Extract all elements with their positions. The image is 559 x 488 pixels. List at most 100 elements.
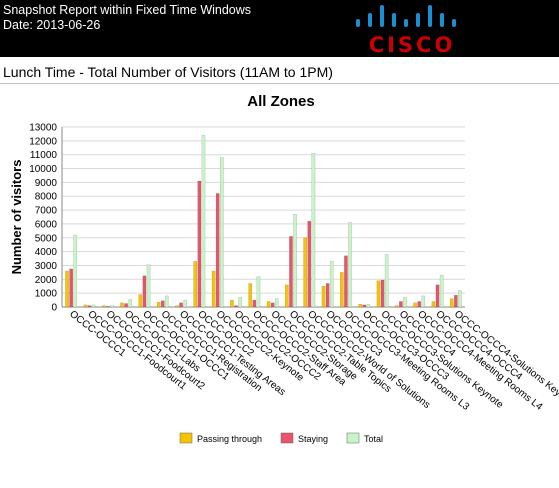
bar-total <box>458 290 462 308</box>
bar-staying <box>215 193 220 308</box>
bar-passing-through <box>120 302 124 308</box>
bar-passing-through <box>413 302 417 308</box>
y-tick-label: 1000 <box>35 289 58 300</box>
y-tick-label: 4000 <box>35 247 58 258</box>
y-tick-label: 10000 <box>29 164 57 175</box>
bar-total <box>421 295 426 308</box>
bar-passing-through <box>321 286 326 308</box>
y-tick-label: 12000 <box>29 136 57 147</box>
bar-staying <box>142 275 147 308</box>
page-subtitle: Lunch Time - Total Number of Visitors (1… <box>3 64 333 80</box>
bar-passing-through <box>394 305 399 308</box>
y-tick-label: 5000 <box>35 233 58 244</box>
bar-total <box>91 304 96 308</box>
logo-bar <box>392 13 396 27</box>
bar-staying <box>362 304 367 308</box>
bar-passing-through <box>431 301 436 308</box>
bar-total <box>366 304 371 308</box>
bar-passing-through <box>285 284 289 308</box>
y-tick-label: 7000 <box>35 206 58 217</box>
bar-staying <box>454 295 458 308</box>
report-date: Date: 2013-06-26 <box>3 18 101 32</box>
y-tick-label: 13000 <box>29 123 57 134</box>
divider <box>0 83 559 84</box>
logo-bar <box>452 19 456 27</box>
logo-bar <box>416 13 420 27</box>
logo-bar <box>404 19 408 27</box>
bar-staying <box>179 302 183 308</box>
bar-total <box>128 299 133 308</box>
report-header: Snapshot Report within Fixed Time Window… <box>0 0 559 57</box>
report-title: Snapshot Report within Fixed Time Window… <box>3 3 252 17</box>
y-axis-label: Number of visitors <box>9 160 24 275</box>
bar-total <box>220 157 224 308</box>
bar-passing-through <box>376 280 381 308</box>
bar-passing-through <box>101 305 106 308</box>
bar-passing-through <box>266 301 271 308</box>
bar-total <box>311 153 316 308</box>
bar-staying <box>252 299 257 308</box>
bar-staying <box>87 305 92 308</box>
bar-total <box>274 298 279 308</box>
logo-bar <box>380 5 384 27</box>
bar-total <box>201 135 206 308</box>
y-tick-label: 6000 <box>35 219 58 230</box>
cisco-logo: CISCO <box>356 5 456 57</box>
bar-staying <box>380 279 385 308</box>
bar-staying <box>105 306 110 308</box>
bar-passing-through <box>83 304 88 308</box>
cisco-wordmark: CISCO <box>369 33 456 57</box>
bar-passing-through <box>303 237 307 308</box>
y-tick-label: 8000 <box>35 192 58 203</box>
y-tick-label: 2000 <box>35 275 58 286</box>
legend-label: Staying <box>298 434 328 444</box>
bar-passing-through <box>340 272 344 308</box>
bar-passing-through <box>248 283 253 308</box>
bar-staying <box>325 283 330 308</box>
bar-staying <box>435 284 440 308</box>
bar-passing-through <box>230 299 234 308</box>
bar-staying <box>270 302 275 308</box>
bar-staying <box>399 301 403 308</box>
bar-total <box>256 276 261 308</box>
bar-total <box>238 297 242 308</box>
bar-staying <box>160 300 165 308</box>
logo-bar <box>440 13 444 27</box>
bar-staying <box>69 268 73 308</box>
bar-passing-through <box>65 270 69 308</box>
bar-passing-through <box>449 298 454 308</box>
bar-total <box>293 214 297 308</box>
bar-total <box>403 297 407 308</box>
y-tick-label: 9000 <box>35 178 58 189</box>
bar-passing-through <box>156 301 161 308</box>
bar-passing-through <box>193 261 198 308</box>
legend-label: Passing through <box>197 434 262 444</box>
bar-staying <box>417 301 422 308</box>
logo-bar <box>356 19 360 27</box>
bar-staying <box>344 255 348 308</box>
legend-swatch <box>179 432 193 444</box>
bar-staying <box>289 236 293 308</box>
bar-staying <box>197 180 202 308</box>
bar-passing-through <box>175 305 179 308</box>
bar-total <box>146 264 151 308</box>
visitors-bar-chart: All Zones Number of visitors 0 1000 2000 3000… <box>9 93 559 444</box>
bar-passing-through <box>138 294 143 308</box>
bar-passing-through <box>358 304 362 308</box>
bar-total <box>183 299 187 308</box>
bar-total <box>165 295 169 308</box>
y-tick-label: 0 <box>51 303 57 314</box>
bar-passing-through <box>211 270 216 308</box>
legend-swatch <box>280 432 294 444</box>
bar-total <box>110 305 114 308</box>
logo-bar <box>368 13 372 27</box>
bar-total <box>348 222 352 308</box>
legend-label: Total <box>364 434 383 444</box>
logo-bar <box>428 5 432 27</box>
cisco-bars-icon <box>356 5 456 27</box>
y-tick-label: 3000 <box>35 261 58 272</box>
bar-total <box>73 234 78 308</box>
y-tick-label: 11000 <box>30 150 58 161</box>
bar-total <box>329 261 334 308</box>
bar-total <box>384 254 389 308</box>
